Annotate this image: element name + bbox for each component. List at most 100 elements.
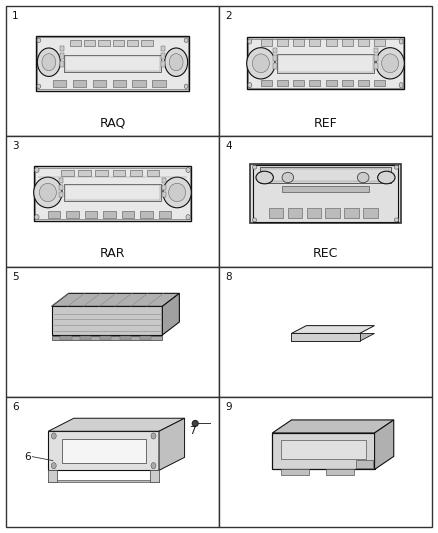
Bar — [219, 6, 432, 136]
Bar — [70, 41, 81, 46]
Bar — [363, 208, 378, 218]
Polygon shape — [374, 420, 394, 470]
Bar — [161, 46, 166, 51]
Ellipse shape — [51, 433, 56, 439]
Ellipse shape — [169, 183, 186, 201]
Bar — [37, 37, 187, 89]
Bar — [113, 41, 124, 46]
Bar — [250, 164, 401, 223]
Bar — [272, 433, 374, 470]
Bar — [342, 39, 353, 46]
Text: 1: 1 — [12, 11, 19, 21]
Bar — [161, 61, 166, 67]
Text: 2: 2 — [225, 11, 232, 21]
Ellipse shape — [151, 433, 156, 439]
Bar — [6, 136, 219, 266]
Bar — [247, 37, 404, 90]
Bar — [39, 176, 187, 177]
Bar — [132, 80, 146, 87]
Bar — [277, 80, 288, 86]
Bar — [269, 208, 283, 218]
Ellipse shape — [37, 38, 41, 43]
Text: 3: 3 — [12, 141, 19, 151]
Bar — [64, 184, 161, 201]
Bar — [113, 80, 126, 87]
Bar — [325, 208, 340, 218]
Bar — [325, 80, 336, 86]
Bar — [52, 336, 162, 340]
Ellipse shape — [151, 463, 156, 469]
Bar — [280, 470, 309, 475]
Bar — [358, 80, 369, 86]
Bar — [92, 80, 106, 87]
Bar — [325, 470, 354, 475]
Bar — [6, 266, 219, 397]
Bar — [162, 185, 166, 190]
Bar — [78, 170, 91, 175]
Bar — [288, 208, 302, 218]
Ellipse shape — [399, 83, 403, 88]
Ellipse shape — [184, 84, 188, 88]
Bar — [262, 169, 389, 181]
Bar — [325, 39, 336, 46]
Bar — [261, 80, 272, 86]
Bar — [147, 170, 159, 175]
Ellipse shape — [376, 47, 404, 79]
Ellipse shape — [247, 47, 275, 79]
Ellipse shape — [169, 54, 183, 71]
Bar — [159, 211, 171, 217]
Bar — [48, 470, 57, 482]
Bar — [98, 41, 110, 46]
Text: 6: 6 — [24, 451, 31, 462]
Bar — [219, 136, 432, 266]
Bar — [65, 55, 160, 71]
Bar — [100, 336, 111, 340]
Bar — [66, 211, 79, 217]
Bar — [122, 211, 134, 217]
Ellipse shape — [39, 183, 57, 201]
Bar — [48, 211, 60, 217]
Bar — [248, 39, 403, 88]
Bar — [219, 266, 432, 397]
Bar — [307, 208, 321, 218]
Bar — [277, 39, 288, 46]
Bar — [374, 80, 385, 86]
Ellipse shape — [186, 167, 191, 173]
Bar — [374, 63, 378, 69]
Text: RAR: RAR — [100, 247, 125, 260]
Polygon shape — [62, 439, 146, 463]
Polygon shape — [48, 431, 159, 470]
Bar — [152, 80, 166, 87]
Bar — [253, 165, 398, 222]
Bar — [141, 41, 153, 46]
Bar — [260, 167, 391, 183]
Bar — [35, 168, 190, 220]
Bar — [59, 185, 63, 190]
Ellipse shape — [252, 218, 257, 222]
Bar — [309, 39, 320, 46]
Bar — [60, 53, 64, 59]
Bar — [113, 170, 125, 175]
Ellipse shape — [357, 172, 369, 183]
Bar — [60, 61, 64, 67]
Polygon shape — [291, 334, 374, 341]
Ellipse shape — [37, 48, 60, 76]
Bar — [61, 170, 74, 175]
Bar — [277, 54, 374, 72]
Ellipse shape — [399, 39, 403, 44]
Text: 8: 8 — [225, 271, 232, 281]
Bar — [161, 53, 166, 59]
Text: REC: REC — [313, 247, 338, 260]
Bar — [342, 80, 353, 86]
Bar — [60, 46, 64, 51]
Bar — [53, 80, 67, 87]
Bar — [374, 55, 378, 61]
Bar — [127, 41, 138, 46]
Ellipse shape — [378, 171, 395, 184]
Ellipse shape — [186, 215, 191, 220]
Bar — [59, 177, 63, 183]
Ellipse shape — [252, 165, 257, 169]
Bar — [162, 177, 166, 183]
Bar — [73, 80, 86, 87]
Ellipse shape — [34, 177, 62, 208]
